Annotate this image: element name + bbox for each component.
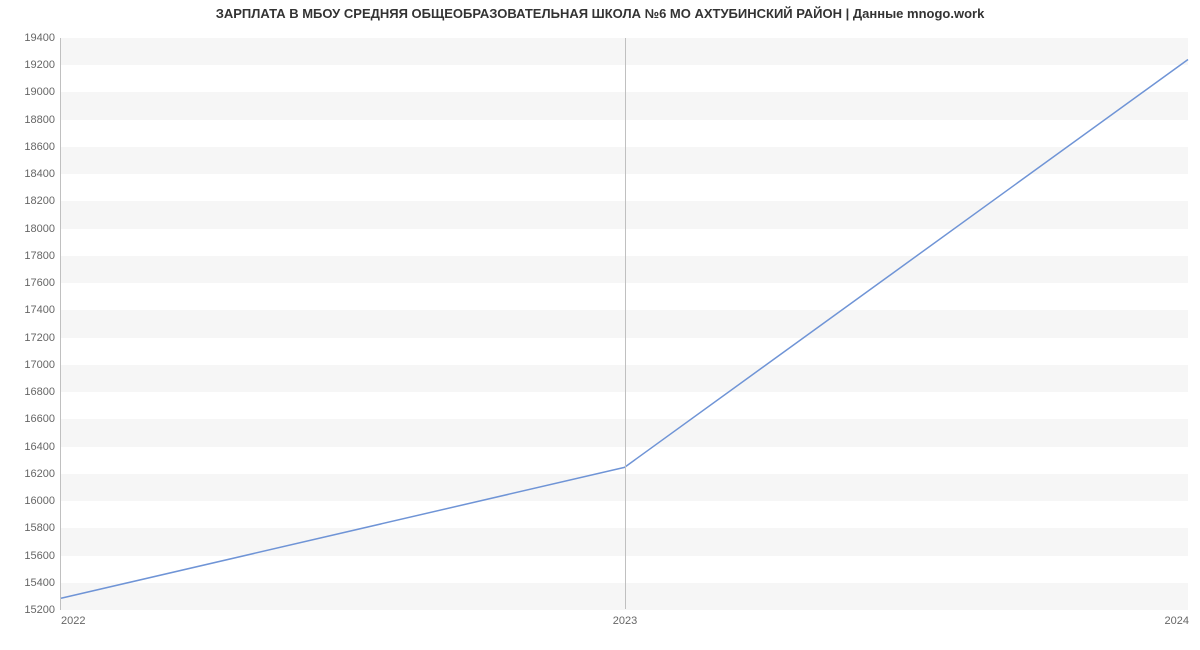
y-axis-tick-label: 17600 [24, 277, 55, 289]
y-axis-tick-label: 17200 [24, 332, 55, 344]
y-axis-tick-label: 15800 [24, 522, 55, 534]
y-axis-tick-label: 18800 [24, 114, 55, 126]
y-axis-tick-label: 16200 [24, 468, 55, 480]
y-axis-tick-label: 15600 [24, 550, 55, 562]
y-axis-tick-label: 17000 [24, 359, 55, 371]
y-axis-tick-label: 15400 [24, 577, 55, 589]
y-axis-tick-label: 16800 [24, 386, 55, 398]
y-axis-tick-label: 16600 [24, 413, 55, 425]
x-axis-tick-label: 2024 [1165, 615, 1189, 627]
y-axis-tick-label: 15200 [24, 604, 55, 616]
y-axis-tick-label: 18400 [24, 168, 55, 180]
y-axis-tick-label: 16000 [24, 495, 55, 507]
x-axis-tick-label: 2023 [613, 615, 637, 627]
salary-line-chart: ЗАРПЛАТА В МБОУ СРЕДНЯЯ ОБЩЕОБРАЗОВАТЕЛЬ… [0, 0, 1200, 650]
x-grid-line [625, 38, 626, 609]
x-axis-tick-label: 2022 [61, 615, 85, 627]
y-axis-tick-label: 18600 [24, 141, 55, 153]
y-axis-tick-label: 19000 [24, 86, 55, 98]
chart-title: ЗАРПЛАТА В МБОУ СРЕДНЯЯ ОБЩЕОБРАЗОВАТЕЛЬ… [0, 6, 1200, 21]
y-axis-tick-label: 19400 [24, 32, 55, 44]
y-axis-tick-label: 17400 [24, 304, 55, 316]
y-axis-tick-label: 17800 [24, 250, 55, 262]
y-axis-tick-label: 19200 [24, 59, 55, 71]
y-axis-tick-label: 18000 [24, 223, 55, 235]
y-axis-tick-label: 16400 [24, 441, 55, 453]
plot-area: 1520015400156001580016000162001640016600… [60, 38, 1188, 610]
y-axis-tick-label: 18200 [24, 195, 55, 207]
